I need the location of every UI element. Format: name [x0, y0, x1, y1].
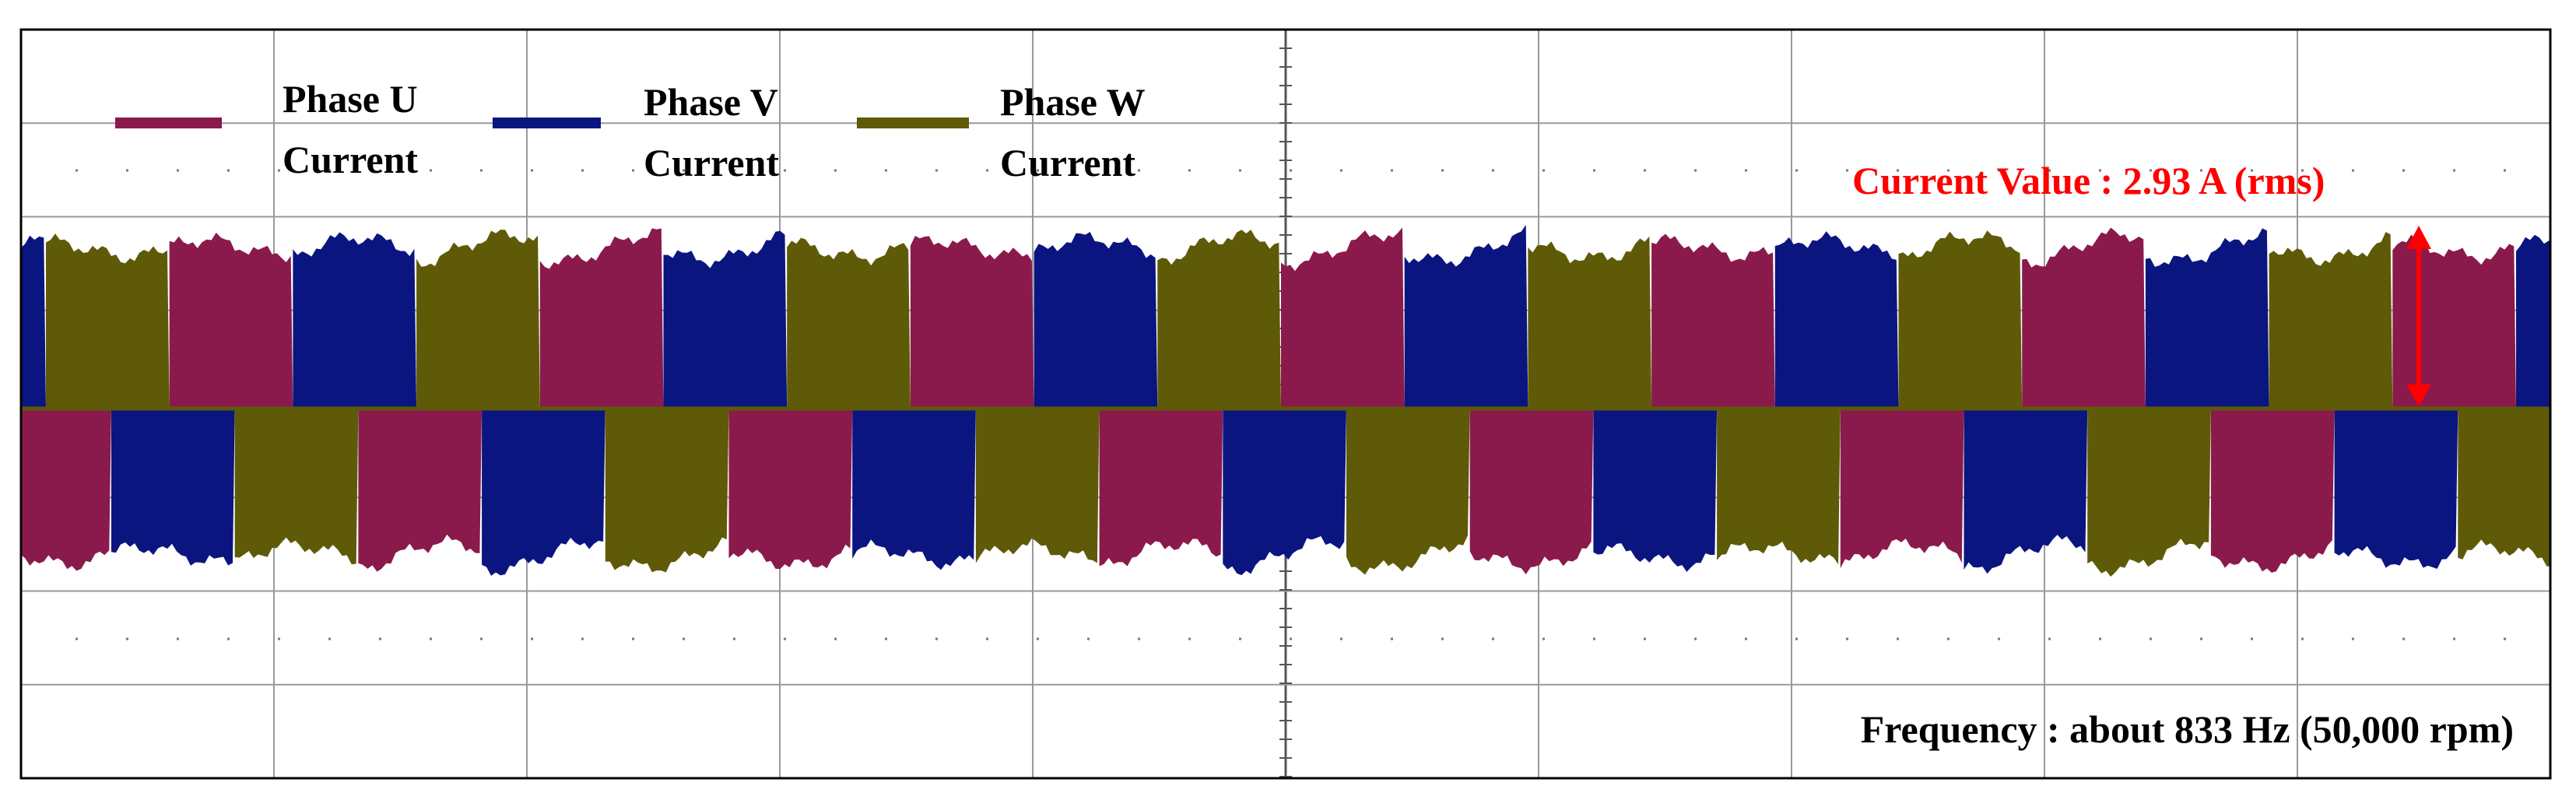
waveform-block — [852, 409, 976, 570]
waveform-block — [1157, 230, 1281, 409]
waveform-block — [2145, 228, 2269, 409]
waveform-block — [1964, 409, 2088, 574]
frame — [19, 28, 2552, 780]
waveform-block — [910, 236, 1034, 409]
waveform-block — [2334, 409, 2458, 570]
waveform-block — [2022, 227, 2146, 409]
waveform-block — [605, 409, 729, 573]
arrow-head — [2406, 384, 2431, 406]
waveform-block — [111, 409, 235, 566]
waveform-block — [2269, 232, 2393, 409]
waveform-block — [21, 235, 46, 409]
waveform-block — [1774, 231, 1899, 409]
waveform-block — [2458, 409, 2550, 567]
waveform-block — [2516, 234, 2550, 409]
waveform-block — [787, 237, 911, 409]
waveform-block — [1593, 409, 1718, 572]
waveform-block — [1898, 230, 2023, 409]
waveform-block — [1099, 409, 1223, 567]
waveform-block — [1346, 409, 1470, 575]
waveform-block — [293, 232, 417, 409]
waveform-block — [1528, 236, 1652, 409]
waveform-block — [1404, 224, 1528, 409]
current-annotation: Current Value : 2.93 A (rms) — [1852, 159, 2325, 202]
waveform-block — [1223, 409, 1346, 576]
waveform-block — [416, 230, 540, 409]
waveform-block — [1281, 227, 1405, 409]
waveform-block — [2087, 409, 2211, 577]
waveform-block — [358, 409, 483, 572]
waveform-block — [482, 409, 605, 576]
arrow-head — [2406, 226, 2431, 249]
waveform-block — [728, 409, 853, 569]
legend-label: Phase U Current — [283, 77, 419, 181]
waveform-block — [1651, 233, 1775, 409]
waveform-block — [46, 233, 170, 409]
waveform-block — [663, 230, 788, 409]
waveform-block — [1034, 232, 1158, 409]
waveform-block — [1469, 409, 1594, 574]
legend-label: Phase W Current — [1000, 80, 1145, 184]
waveform-block — [539, 228, 664, 409]
legend-label: Phase V Current — [644, 80, 780, 184]
waveform-block — [1717, 409, 1841, 565]
waveform-block — [2210, 409, 2335, 573]
waveform — [21, 224, 2550, 577]
waveform-block — [234, 409, 359, 565]
waveform-block — [2392, 234, 2516, 409]
waveform-block — [975, 409, 1100, 563]
waveform-block — [169, 232, 293, 409]
waveform-block — [21, 409, 111, 571]
frequency-annotation: Frequency : about 833 Hz (50,000 rpm) — [1860, 707, 2514, 751]
waveform-block — [1840, 409, 1964, 569]
